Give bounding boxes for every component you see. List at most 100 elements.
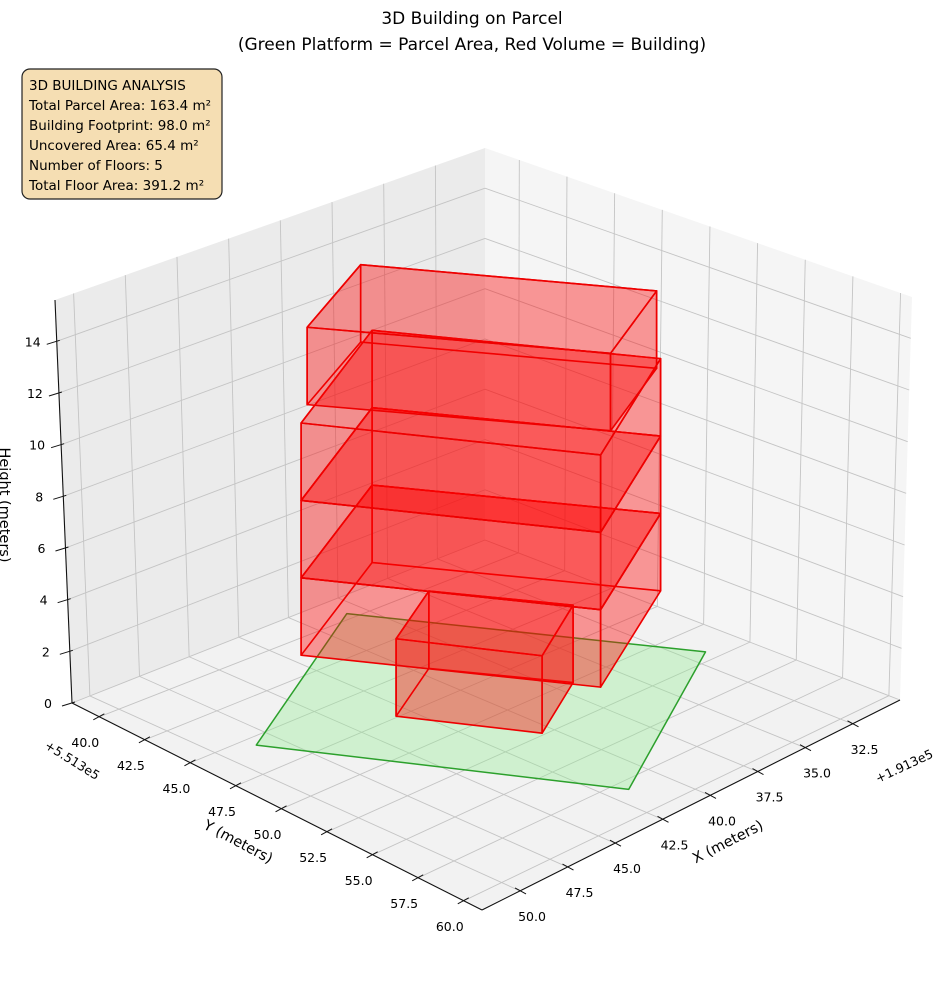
annotation-line: Building Footprint: 98.0 m² <box>29 118 211 134</box>
right-pane-grid-line-y <box>888 292 902 696</box>
y-tick-label: 47.5 <box>208 804 236 819</box>
tick-labels: 40.0 42.5 45.0 47.5 50.0 52.5 55.0 57.5 60.0 32.5… <box>25 334 879 933</box>
z-tick-mark <box>53 494 67 500</box>
z-tick-mark <box>48 391 63 397</box>
floor-grid-line-x <box>188 656 616 844</box>
floor-grid-line-x <box>437 558 853 725</box>
x-tick-label: 42.5 <box>661 837 689 852</box>
annotation-line: Uncovered Area: 65.4 m² <box>29 138 199 154</box>
floor-grid-line-x <box>288 617 711 796</box>
floor-grid-line-y <box>418 677 843 879</box>
left-pane-grid-line-z <box>65 388 486 549</box>
building-floor-1 <box>395 590 574 734</box>
y-tick-mark <box>184 759 196 767</box>
right-pane-grid-line-z <box>484 187 911 339</box>
z-axis-label: Height (meters) <box>0 447 12 562</box>
y-tick-mark <box>320 828 333 836</box>
z-tick-label: 0 <box>44 696 52 711</box>
left-pane <box>55 148 485 703</box>
data-shapes <box>255 263 707 791</box>
x-tick-label: 40.0 <box>708 813 736 828</box>
left-pane-grid-line-x <box>383 183 389 579</box>
y-axis-line <box>71 702 483 911</box>
right-pane-grid-line-y <box>656 209 663 607</box>
z-tick-label: 14 <box>25 334 41 349</box>
right-pane-grid-line-z <box>484 338 907 494</box>
z-tick-label: 10 <box>29 438 45 453</box>
y-tick-label: 60.0 <box>436 919 464 934</box>
floor-pane <box>72 540 900 910</box>
y-tick-label: 42.5 <box>117 758 145 773</box>
z-tick-label: 12 <box>27 386 43 401</box>
axes <box>46 299 901 911</box>
floor-grid-line-x <box>337 597 758 773</box>
floor-grid-line-y <box>326 641 751 833</box>
x-tick-mark <box>799 744 812 752</box>
building-floor-5 <box>306 263 658 432</box>
building-floor-2 <box>300 484 662 688</box>
z-tick-label: 4 <box>40 593 48 608</box>
annotation-line: Number of Floors: 5 <box>29 158 163 174</box>
chart-title-line1: 3D Building on Parcel <box>381 9 562 29</box>
left-pane-grid-line-x <box>279 220 289 618</box>
x-tick-label: 50.0 <box>518 909 546 924</box>
z-tick-label: 2 <box>42 644 50 659</box>
floor-grid-line-y <box>372 659 797 856</box>
right-pane-grid-line-z <box>484 439 904 598</box>
y-tick-label: 40.0 <box>71 735 99 750</box>
y-tick-label: 57.5 <box>390 896 418 911</box>
x-tick-label: 45.0 <box>613 861 641 876</box>
x-tick-mark <box>704 792 717 799</box>
y-tick-mark <box>93 713 105 721</box>
x-tick-mark <box>514 887 527 895</box>
left-pane-grid-line-x <box>434 165 438 559</box>
x-tick-label: 37.5 <box>756 790 784 805</box>
y-tick-label: 55.0 <box>345 873 373 888</box>
x-tick-mark <box>562 863 574 871</box>
z-tick-mark <box>55 546 69 552</box>
left-pane-grid-line-z <box>58 238 486 394</box>
x-axis-offset: +1.913e5 <box>873 746 935 786</box>
right-pane-grid-line-z <box>484 238 910 391</box>
z-tick-mark <box>59 649 73 655</box>
z-tick-mark <box>57 598 71 604</box>
right-pane-grid-line-y <box>795 259 806 661</box>
y-tick-mark <box>457 897 470 905</box>
annotation-line: Total Parcel Area: 163.4 m² <box>28 98 211 114</box>
floor-grid-line-y <box>235 606 658 787</box>
z-tick-mark <box>61 701 76 707</box>
z-tick-label: 8 <box>35 489 43 504</box>
floor-grid-line-x <box>387 577 806 749</box>
left-pane-grid-line-z <box>69 489 486 652</box>
right-pane-grid-line-y <box>564 176 568 571</box>
left-pane-grid-line-z <box>60 288 486 446</box>
floor-grid-line-y <box>463 695 890 902</box>
z-axis-line <box>54 299 73 704</box>
left-pane-grid-line-x <box>176 256 190 657</box>
floor-top-face <box>306 263 658 355</box>
annotation-box: 3D BUILDING ANALYSIS Total Parcel Area: … <box>21 68 223 200</box>
z-tick-mark <box>46 339 60 345</box>
x-tick-label: 32.5 <box>851 742 879 757</box>
x-tick-mark <box>752 768 764 776</box>
right-pane-grid-line-y <box>749 243 759 643</box>
y-tick-mark <box>366 851 378 859</box>
left-pane-grid-line-z <box>56 187 486 342</box>
right-pane-grid-line-z <box>484 288 908 443</box>
y-tick-label: 52.5 <box>299 850 327 865</box>
y-tick-mark <box>411 874 424 882</box>
floor-grid-line-y <box>190 588 612 764</box>
x-tick-mark <box>847 720 859 728</box>
axis-panes <box>55 148 912 910</box>
y-tick-label: 50.0 <box>254 827 282 842</box>
y-tick-mark <box>138 736 151 744</box>
chart-title-line2: (Green Platform = Parcel Area, Red Volum… <box>238 35 706 55</box>
x-tick-mark <box>609 839 622 847</box>
floor-grid-line-x <box>139 675 568 868</box>
right-pane-grid-line-z <box>484 388 905 546</box>
left-pane-grid-line-z <box>63 338 486 497</box>
right-pane-grid-line-z <box>484 539 901 701</box>
floor-top-face <box>395 590 574 657</box>
x-axis-line <box>481 699 901 911</box>
x-tick-mark <box>657 815 669 823</box>
